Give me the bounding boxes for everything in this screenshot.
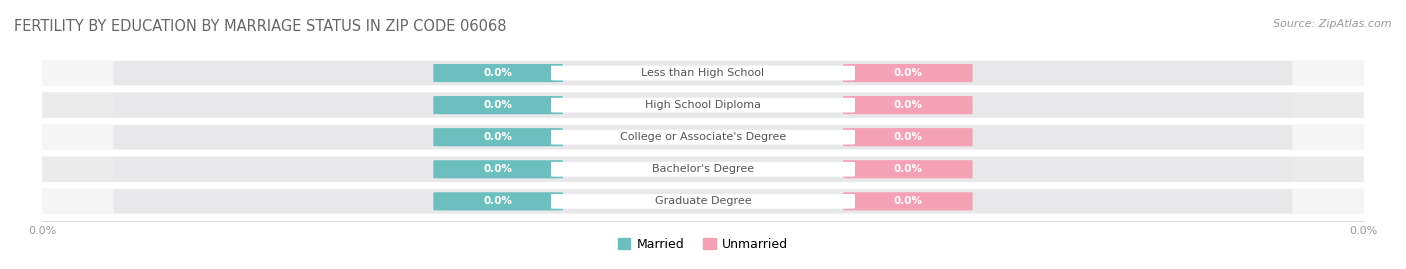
FancyBboxPatch shape <box>433 128 562 146</box>
Text: High School Diploma: High School Diploma <box>645 100 761 110</box>
Text: 0.0%: 0.0% <box>893 132 922 142</box>
Text: 0.0%: 0.0% <box>484 68 513 78</box>
FancyBboxPatch shape <box>114 157 1292 181</box>
FancyBboxPatch shape <box>114 189 1292 213</box>
FancyBboxPatch shape <box>433 192 562 210</box>
Text: 0.0%: 0.0% <box>484 164 513 174</box>
FancyBboxPatch shape <box>433 64 562 82</box>
FancyBboxPatch shape <box>844 96 973 114</box>
FancyBboxPatch shape <box>114 93 1292 117</box>
FancyBboxPatch shape <box>844 192 973 210</box>
Text: 0.0%: 0.0% <box>893 100 922 110</box>
FancyBboxPatch shape <box>42 60 1364 86</box>
FancyBboxPatch shape <box>551 162 855 177</box>
Text: 0.0%: 0.0% <box>484 196 513 206</box>
FancyBboxPatch shape <box>42 92 1364 118</box>
FancyBboxPatch shape <box>114 125 1292 149</box>
FancyBboxPatch shape <box>551 98 855 112</box>
FancyBboxPatch shape <box>844 64 973 82</box>
Text: College or Associate's Degree: College or Associate's Degree <box>620 132 786 142</box>
Text: 0.0%: 0.0% <box>893 196 922 206</box>
Text: Bachelor's Degree: Bachelor's Degree <box>652 164 754 174</box>
FancyBboxPatch shape <box>551 194 855 209</box>
FancyBboxPatch shape <box>42 189 1364 214</box>
Text: FERTILITY BY EDUCATION BY MARRIAGE STATUS IN ZIP CODE 06068: FERTILITY BY EDUCATION BY MARRIAGE STATU… <box>14 19 506 34</box>
FancyBboxPatch shape <box>114 61 1292 85</box>
FancyBboxPatch shape <box>42 157 1364 182</box>
FancyBboxPatch shape <box>844 128 973 146</box>
FancyBboxPatch shape <box>551 66 855 80</box>
Text: Less than High School: Less than High School <box>641 68 765 78</box>
FancyBboxPatch shape <box>433 96 562 114</box>
Text: 0.0%: 0.0% <box>484 132 513 142</box>
Text: Graduate Degree: Graduate Degree <box>655 196 751 206</box>
Legend: Married, Unmarried: Married, Unmarried <box>619 238 787 251</box>
Text: 0.0%: 0.0% <box>893 68 922 78</box>
FancyBboxPatch shape <box>844 160 973 178</box>
Text: Source: ZipAtlas.com: Source: ZipAtlas.com <box>1274 19 1392 29</box>
FancyBboxPatch shape <box>42 124 1364 150</box>
Text: 0.0%: 0.0% <box>484 100 513 110</box>
Text: 0.0%: 0.0% <box>893 164 922 174</box>
FancyBboxPatch shape <box>551 130 855 144</box>
FancyBboxPatch shape <box>433 160 562 178</box>
